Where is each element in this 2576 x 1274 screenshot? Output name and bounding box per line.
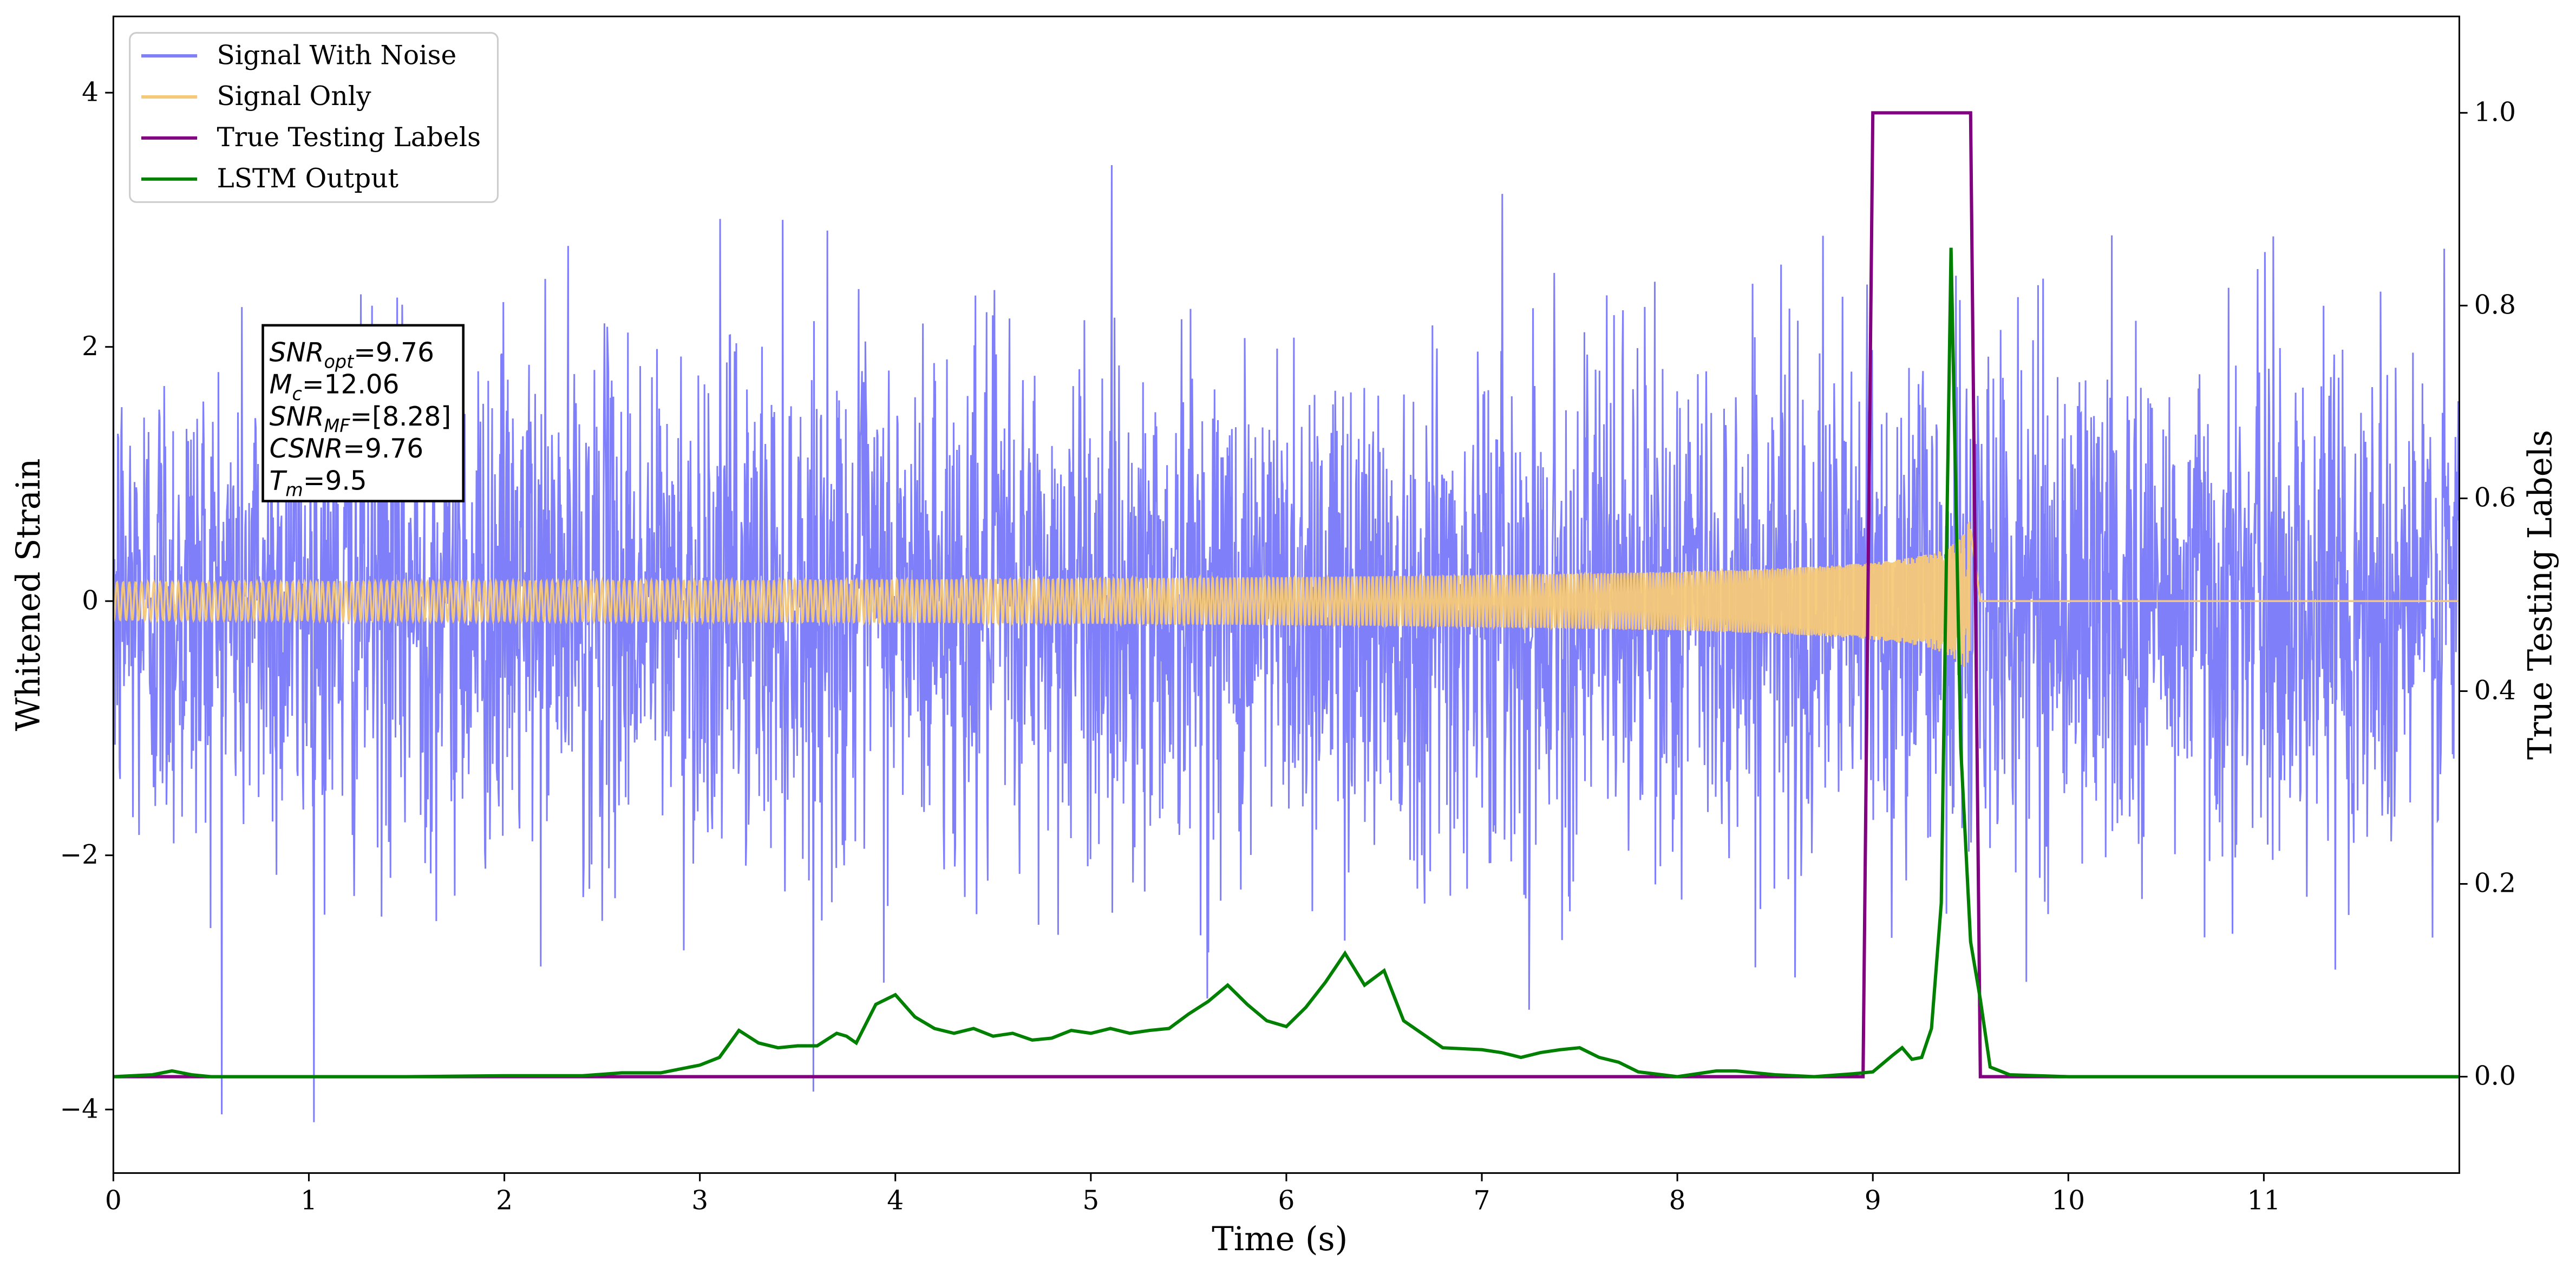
legend-label: LSTM Output [217,164,399,194]
signal-with-noise-series [113,165,2460,1122]
x-tick-label: 5 [1082,1185,1099,1216]
y-right-tick-label: 0.0 [2474,1061,2516,1092]
info-box-line: Mc=12.06 [270,370,400,404]
y-left-axis-label: Whitened Strain [10,459,48,731]
lstm-output-line [113,247,2460,1079]
y-right-axis-label: True Testing Labels [2521,430,2559,760]
legend-label: Signal With Noise [217,40,457,70]
legend-label: Signal Only [217,81,372,112]
x-axis-ticks: 0 1 2 3 4 5 6 7 8 9 10 11 [105,1173,2280,1216]
legend-frame [129,32,499,203]
info-box-line: SNRMF=[8.28] [270,402,452,436]
info-box-line: SNRopt=9.76 [270,338,434,373]
y-right-axis-ticks: 0.0 0.2 0.4 0.6 0.8 1.0 [2459,97,2516,1092]
x-tick-label: 6 [1278,1185,1294,1216]
info-box-line: CSNR=9.76 [270,434,423,464]
info-box-line: Tm=9.5 [270,466,367,500]
x-tick-label: 3 [691,1185,708,1216]
signal-with-noise-line [113,165,2460,1122]
x-tick-label: 8 [1669,1185,1686,1216]
signal-only-line [113,521,2460,667]
y-right-tick-label: 0.8 [2474,290,2516,321]
x-tick-label: 7 [1474,1185,1490,1216]
plot-frame [112,15,2461,1174]
legend: Signal With Noise Signal Only True Testing… [129,32,499,203]
y-left-tick-label: −2 [60,840,99,870]
y-left-axis-ticks: −4 −2 0 2 4 [60,77,114,1124]
y-right-tick-label: 0.2 [2474,868,2516,899]
lstm-output-series [113,247,2460,1079]
info-box-frame [261,324,465,502]
y-left-tick-label: 2 [82,331,99,362]
x-tick-label: 11 [2247,1185,2281,1216]
x-tick-label: 2 [496,1185,513,1216]
y-right-tick-label: 0.6 [2474,483,2516,513]
info-box: SNRopt=9.76Mc=12.06SNRMF=[8.28]CSNR=9.76… [261,324,465,502]
x-tick-label: 10 [2051,1185,2085,1216]
x-tick-label: 9 [1865,1185,1881,1216]
x-tick-label: 1 [300,1185,317,1216]
x-tick-label: 4 [887,1185,904,1216]
y-right-tick-label: 0.4 [2474,676,2516,706]
y-left-tick-label: 0 [82,585,99,616]
x-tick-label: 0 [105,1185,122,1216]
x-axis-label: Time (s) [1212,1220,1348,1258]
y-left-tick-label: 4 [82,77,99,107]
signal-only-series [113,521,2460,667]
y-left-tick-label: −4 [60,1094,99,1124]
legend-label: True Testing Labels [217,122,481,153]
y-right-tick-label: 1.0 [2474,97,2516,128]
